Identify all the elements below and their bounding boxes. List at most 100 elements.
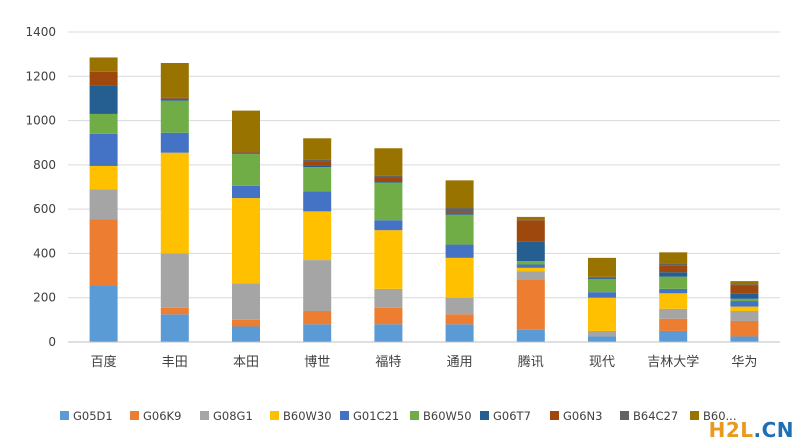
bar-segment xyxy=(445,297,474,315)
bar-segment xyxy=(303,191,332,212)
bar-segment xyxy=(516,216,545,220)
x-tick-label: 福特 xyxy=(375,355,401,370)
bar-segment xyxy=(303,167,332,192)
bar-segment xyxy=(232,326,260,342)
bar-segment xyxy=(730,311,759,321)
bar-segment xyxy=(445,208,474,213)
bar-segment xyxy=(89,285,118,342)
bar-segment xyxy=(516,280,545,330)
bar-segment xyxy=(303,260,332,311)
bar-segment xyxy=(303,159,332,162)
bar-segment xyxy=(659,272,688,277)
x-tick-label: 百度 xyxy=(91,354,117,370)
bar-segment xyxy=(160,307,189,315)
bar-segment xyxy=(516,261,545,265)
legend-label: G08G1 xyxy=(213,409,253,423)
bar-segment xyxy=(516,241,545,262)
bar-segment xyxy=(232,151,260,153)
y-tick-label: 0 xyxy=(48,335,56,349)
bar-segment xyxy=(516,219,545,221)
bar-segment xyxy=(659,276,688,289)
legend-label: G06T7 xyxy=(493,409,531,423)
bar-segment xyxy=(89,133,118,166)
legend-swatch xyxy=(410,411,419,420)
legend-label: G01C21 xyxy=(353,409,399,423)
bar-segment xyxy=(232,110,260,152)
bar-segment xyxy=(659,330,688,342)
bar-segment xyxy=(516,264,545,268)
bar-segment xyxy=(730,320,759,337)
bar-segment xyxy=(588,292,616,298)
legend-label: B60W50 xyxy=(423,409,472,423)
bar-segment xyxy=(730,293,759,299)
y-tick-label: 200 xyxy=(33,291,56,305)
bar-segment xyxy=(730,301,759,307)
x-tick-label: 吉林大学 xyxy=(647,354,699,370)
x-tick-label: 博世 xyxy=(304,355,330,370)
legend-swatch xyxy=(340,411,349,420)
bar-segment xyxy=(160,100,189,133)
bar-segment xyxy=(516,267,545,272)
bar-segment xyxy=(659,318,688,331)
bar-segment xyxy=(445,214,474,245)
bar-segment xyxy=(232,319,260,327)
y-tick-label: 800 xyxy=(33,158,56,172)
bar-segment xyxy=(588,278,616,293)
legend-swatch xyxy=(620,411,629,420)
bar-segment xyxy=(303,324,332,342)
bar-segment xyxy=(160,314,189,342)
legend-label: G06N3 xyxy=(563,409,602,423)
x-tick-label: 通用 xyxy=(447,355,473,370)
bar-segment xyxy=(89,113,118,134)
y-axis: 0 200 400 600 800 1000 1200 1400 xyxy=(25,25,56,349)
bar-segment xyxy=(303,165,332,168)
bar-segment xyxy=(659,288,688,294)
bar-segment xyxy=(374,181,403,183)
bar-segment xyxy=(303,161,332,166)
legend-label: B64C27 xyxy=(633,409,678,423)
bar-segment xyxy=(374,324,403,342)
watermark-text-main: H2L xyxy=(708,418,754,442)
legend-swatch xyxy=(60,411,69,420)
bar-segment xyxy=(730,284,759,286)
bar-segment xyxy=(588,330,616,337)
x-axis: 百度 丰田 本田 博世 福特 通用 腾讯 现代 吉林大学 华为 xyxy=(68,341,780,370)
bar-segment xyxy=(160,99,189,101)
x-tick-label: 腾讯 xyxy=(518,354,544,370)
bar-segment xyxy=(445,244,474,258)
bar-segment xyxy=(730,285,759,294)
y-tick-label: 1200 xyxy=(25,69,56,83)
bar-segment xyxy=(588,297,616,331)
bar-segment xyxy=(445,314,474,325)
bar-segment xyxy=(516,220,545,242)
bar-segment xyxy=(160,98,189,100)
bar-segment xyxy=(232,198,260,284)
legend-swatch xyxy=(130,411,139,420)
bar-segment xyxy=(730,306,759,311)
bar-segment xyxy=(730,336,759,342)
bar-segment xyxy=(374,182,403,221)
bar-segment xyxy=(232,153,260,186)
y-tick-label: 1000 xyxy=(25,114,56,128)
bar-segment xyxy=(445,180,474,209)
bar-segment xyxy=(303,211,332,261)
bar-segment xyxy=(588,277,616,279)
bar-segment xyxy=(232,283,260,320)
legend-swatch xyxy=(270,411,279,420)
bar-segment xyxy=(445,212,474,214)
legend-swatch xyxy=(200,411,209,420)
legend-swatch xyxy=(550,411,559,420)
bar-segment xyxy=(588,336,616,342)
bar-segment xyxy=(232,152,260,154)
bar-segment xyxy=(374,177,403,182)
x-tick-label: 本田 xyxy=(233,355,259,370)
y-tick-label: 1400 xyxy=(25,25,56,39)
bar-segment xyxy=(374,220,403,231)
bar-segment xyxy=(516,271,545,280)
y-tick-label: 600 xyxy=(33,202,56,216)
bar-segment xyxy=(374,148,403,176)
bar-segment xyxy=(160,132,189,153)
bar-segment xyxy=(588,257,616,277)
x-tick-label: 丰田 xyxy=(162,355,188,370)
